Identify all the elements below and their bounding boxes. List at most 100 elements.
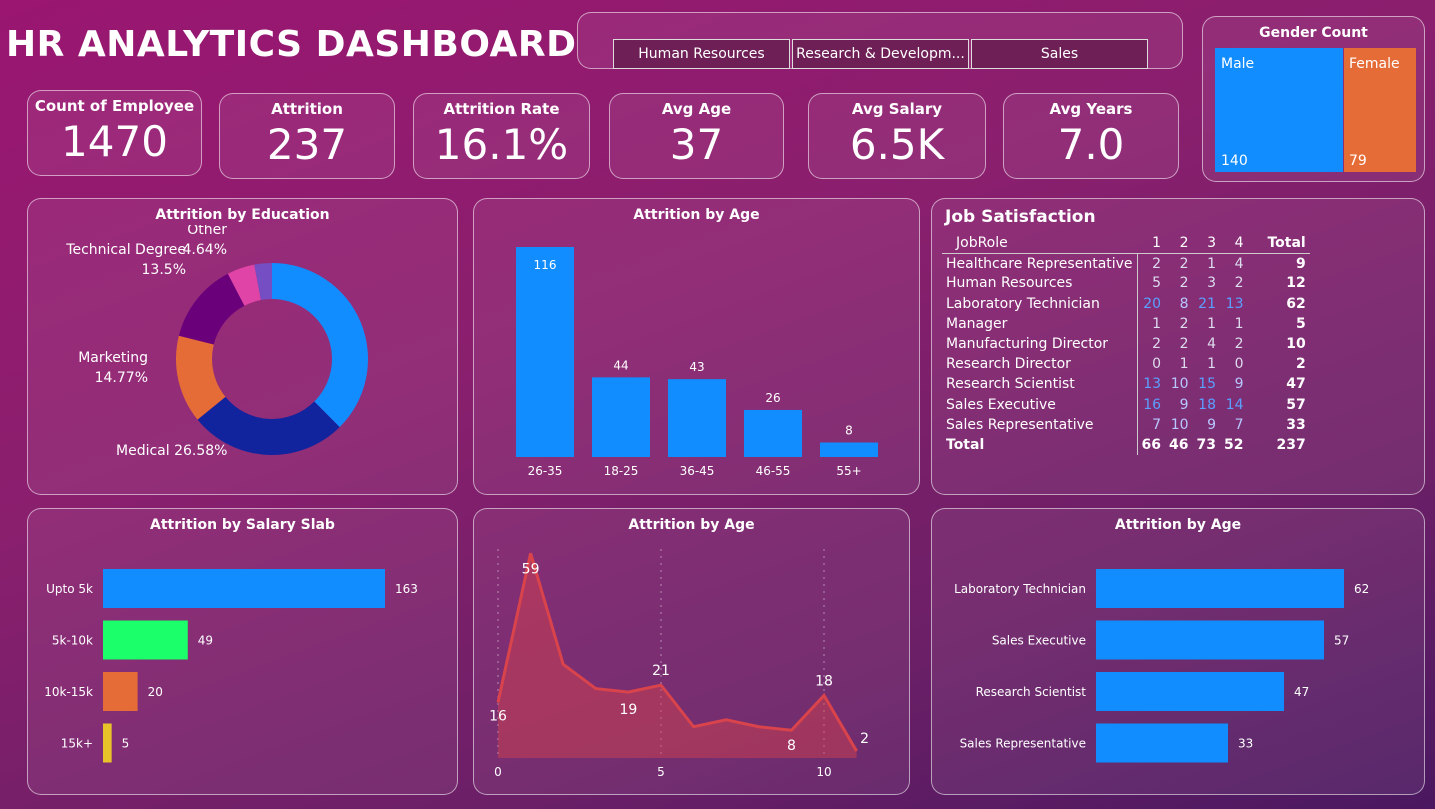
female-value: 79	[1349, 153, 1367, 169]
table-cell: 7	[1234, 416, 1244, 433]
gender-title: Gender Count	[1259, 25, 1368, 41]
kpi-label: Attrition Rate	[443, 100, 560, 118]
role-bar	[1096, 672, 1284, 711]
donut-slice	[197, 396, 340, 455]
salary-bar	[103, 620, 188, 660]
table-cell: Human Resources	[942, 273, 1138, 294]
donut-slice	[254, 263, 272, 301]
data-label: 8	[787, 738, 796, 754]
table-cell: 13	[1143, 376, 1162, 393]
table-cell: 1	[1207, 315, 1216, 332]
male-label: Male	[1221, 56, 1255, 72]
table-cell: 1	[1207, 255, 1216, 272]
table-cell: 10	[1170, 376, 1189, 393]
kpi-label: Avg Salary	[851, 100, 943, 118]
column-header: 2	[1165, 233, 1193, 254]
data-label: 21	[652, 663, 670, 679]
table-row: Healthcare Representative 2 2 1 4 9	[942, 253, 1310, 274]
chart-title: Attrition by Age	[1114, 517, 1242, 533]
x-tick: 5	[657, 765, 665, 779]
category-label: Upto 5k	[46, 582, 93, 596]
x-tick: 10	[816, 765, 831, 779]
role-bar	[1096, 620, 1324, 660]
table-cell: Manufacturing Director	[942, 333, 1138, 355]
table-cell: Manager	[942, 313, 1138, 334]
role-bar	[1096, 569, 1344, 608]
table-cell: 4	[1234, 255, 1244, 272]
table-cell: 1	[1152, 315, 1162, 332]
table-cell: Research Scientist	[942, 374, 1138, 395]
slicer-research-development[interactable]: Research & Developm...	[792, 39, 969, 69]
kpi-card: Avg Age 37	[609, 93, 784, 179]
table-cell: 18	[1198, 396, 1216, 413]
table-cell: 33	[1286, 416, 1306, 433]
kpi-value: 1470	[61, 117, 168, 166]
table-row: Sales Executive 16 9 18 14 57	[942, 394, 1310, 415]
column-header: 4	[1220, 233, 1248, 254]
table-row: Research Scientist 13 10 15 9 47	[942, 374, 1310, 395]
table-row: Laboratory Technician 20 8 21 13 62	[942, 293, 1310, 314]
table-cell: 2	[1179, 336, 1189, 353]
male-tile[interactable]: Male 140	[1215, 48, 1343, 172]
table-row: Sales Representative 7 10 9 7 33	[942, 414, 1310, 435]
table-cell: 0	[1152, 356, 1162, 373]
slicer-sales[interactable]: Sales	[971, 39, 1148, 69]
bar-value: 44	[613, 358, 628, 372]
chart-title: Attrition by Education	[155, 207, 330, 223]
kpi-value: 37	[669, 120, 724, 169]
salary-slab-chart: Attrition by Salary Slab Upto 5k 163 5k-10…	[27, 508, 458, 795]
table-row: Human Resources 5 2 3 2 12	[942, 273, 1310, 294]
role-bar	[1096, 723, 1228, 763]
bar-value: 116	[534, 258, 557, 272]
category-label: 15k+	[61, 737, 93, 751]
jobrole-bar-chart: Attrition by Age Laboratory Technician 62…	[931, 508, 1425, 795]
donut-slice	[175, 335, 226, 420]
bar-value: 163	[395, 582, 418, 596]
slicer-human-resources[interactable]: Human Resources	[613, 39, 790, 69]
male-value: 140	[1221, 153, 1248, 169]
data-label: 18	[815, 674, 833, 690]
kpi-value: 16.1%	[434, 120, 569, 169]
table-cell: 46	[1169, 436, 1189, 453]
table-row: Manager 1 2 1 1 5	[942, 313, 1310, 334]
kpi-label: Avg Age	[661, 100, 732, 118]
age-bar-chart: Attrition by Age 116 26-35 44 18-25 43 36-45 2…	[473, 198, 920, 495]
education-chart: Attrition by Education Life Sciences37.5…	[27, 198, 458, 495]
slice-value: 4.64%	[183, 242, 227, 258]
dashboard-title: HR ANALYTICS DASHBOARD	[6, 24, 577, 65]
table-cell: 7	[1152, 416, 1162, 433]
data-label: 2	[860, 731, 869, 747]
category-label: Research Scientist	[976, 685, 1087, 699]
column-header: 3	[1192, 233, 1220, 254]
bar-value: 57	[1334, 634, 1349, 648]
table-cell: 5	[1152, 275, 1162, 292]
table-cell: 10	[1170, 416, 1189, 433]
salary-bar	[103, 723, 112, 763]
table-cell: 57	[1286, 396, 1306, 413]
bar-value: 20	[148, 685, 163, 699]
table-cell: 0	[1234, 356, 1244, 373]
category-label: 55+	[836, 464, 861, 478]
table-cell: 16	[1143, 396, 1162, 413]
category-label: Sales Representative	[960, 737, 1086, 751]
table-cell: 5	[1295, 315, 1306, 332]
kpi-card: Avg Salary 6.5K	[808, 93, 986, 179]
category-label: 26-35	[528, 464, 563, 478]
table-cell: 2	[1234, 336, 1244, 353]
category-label: Laboratory Technician	[954, 582, 1086, 596]
female-tile[interactable]: Female 79	[1344, 48, 1416, 172]
bar-value: 49	[198, 634, 213, 648]
data-label: 16	[489, 708, 507, 724]
bar-value: 26	[765, 391, 780, 405]
table-cell: Total	[942, 434, 1138, 456]
kpi-label: Count of Employee	[34, 97, 195, 115]
gender-count-card: Gender Count Male 140 Female 79	[1202, 16, 1425, 182]
table-cell: 8	[1179, 295, 1189, 312]
data-label: 19	[619, 702, 637, 718]
data-label: 59	[522, 561, 540, 577]
chart-title: Attrition by Age	[628, 517, 755, 533]
table-cell: Sales Representative	[942, 414, 1138, 435]
table-cell: 1	[1234, 315, 1244, 332]
table-cell: 21	[1198, 295, 1216, 312]
table-cell: 4	[1207, 336, 1216, 353]
